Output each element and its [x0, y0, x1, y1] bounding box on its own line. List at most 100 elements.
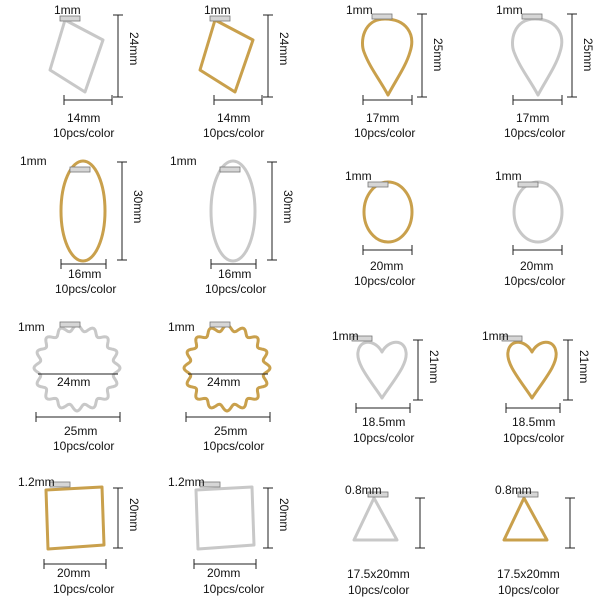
- height-dimension-line: [263, 487, 273, 549]
- frame-drawing: [352, 491, 425, 549]
- frame-drawing: [502, 491, 575, 549]
- width-label: 17mm: [516, 111, 550, 125]
- wire-tab: [521, 13, 543, 20]
- scalloped-round-frame: [32, 323, 122, 413]
- quantity-label: 10pcs/color: [53, 126, 115, 140]
- width-label: 16mm: [218, 267, 252, 281]
- wire-thickness-label: 1mm: [204, 3, 231, 17]
- scalloped-round-frame: [182, 323, 272, 413]
- quantity-label: 10pcs/color: [203, 439, 265, 453]
- height-dimension-line: [117, 161, 127, 261]
- quantity-label: 10pcs/color: [354, 274, 416, 288]
- wire-tab: [69, 166, 91, 173]
- height-dimension-line: [267, 161, 277, 261]
- height-label: 30mm: [281, 190, 295, 224]
- product-cell-teardrop-gold: 1mm 25mm 17mm 10pcs/color: [300, 0, 450, 150]
- wire-tab: [371, 13, 393, 20]
- wire-thickness-label: 1.2mm: [168, 475, 205, 489]
- wire-thickness-label: 1mm: [332, 329, 359, 343]
- height-label: 20mm: [127, 498, 141, 532]
- wire-thickness-label: 1mm: [346, 3, 373, 17]
- frame-drawing: [511, 13, 577, 105]
- height-dimension-line: [563, 339, 573, 401]
- wire-thickness-label: 1mm: [482, 329, 509, 343]
- width-dimension-line: [505, 403, 561, 413]
- wire-thickness-label: 1.2mm: [18, 475, 55, 489]
- height-dimension-line: [567, 13, 577, 98]
- inner-diameter-label: 24mm: [207, 375, 241, 389]
- tall-oval-frame: [59, 159, 107, 263]
- product-cell-oval-tall-gold: 1mm 30mm 16mm 10pcs/color: [0, 150, 150, 300]
- wire-tab: [209, 15, 231, 22]
- quantity-label: 10pcs/color: [354, 126, 416, 140]
- square-frame: [194, 485, 256, 551]
- wire-tab: [209, 321, 231, 328]
- product-cell-heart-gold: 1mm 21mm 18.5mm 10pcs/color: [450, 300, 600, 450]
- quantity-label: 10pcs/color: [504, 274, 566, 288]
- width-label: 18.5mm: [512, 415, 556, 429]
- wire-tab: [501, 335, 523, 342]
- width-dimension-line: [213, 95, 263, 105]
- wire-tab: [59, 15, 81, 22]
- triangle-frame: [352, 496, 399, 542]
- width-dimension-line: [512, 245, 563, 255]
- frame-drawing: [182, 321, 272, 422]
- width-dimension-line: [60, 259, 107, 269]
- width-label: 17mm: [366, 111, 400, 125]
- height-label: 20mm: [277, 498, 291, 532]
- teardrop-frame: [511, 17, 564, 97]
- width-label: 20mm: [520, 259, 554, 273]
- wire-thickness-label: 1mm: [496, 3, 523, 17]
- product-cell-oval-tall-silver: 1mm 30mm 16mm 10pcs/color: [150, 150, 300, 300]
- wire-tab: [517, 491, 539, 498]
- heart-frame: [356, 340, 408, 400]
- heart-frame: [506, 340, 558, 400]
- quantity-label: 10pcs/color: [503, 431, 565, 445]
- wire-tab: [367, 181, 389, 188]
- quantity-label: 10pcs/color: [53, 439, 115, 453]
- frame-drawing: [361, 13, 427, 105]
- width-dimension-line: [43, 559, 107, 569]
- wire-tab: [49, 481, 71, 488]
- height-label: 30mm: [131, 190, 145, 224]
- width-label: 20mm: [207, 566, 241, 580]
- frame-drawing: [43, 481, 123, 569]
- quantity-label: 10pcs/color: [348, 583, 410, 597]
- wire-thickness-label: 1mm: [170, 154, 197, 168]
- frame-drawing: [193, 481, 273, 569]
- product-cell-oval-gold: 1mm 20mm 10pcs/color: [300, 150, 450, 300]
- height-dimension-line: [113, 14, 123, 98]
- width-label: 17.5x20mm: [347, 567, 410, 581]
- quantity-label: 10pcs/color: [498, 583, 560, 597]
- width-label: 14mm: [217, 111, 251, 125]
- width-dimension-line: [185, 412, 271, 422]
- width-dimension-line: [362, 245, 413, 255]
- height-label: 21mm: [577, 350, 591, 384]
- width-label: 20mm: [57, 566, 91, 580]
- product-cell-triangle-silver: 0.8mm 17.5x20mm 10pcs/color: [300, 450, 450, 600]
- frame-drawing: [32, 321, 122, 422]
- width-label: 17.5x20mm: [497, 567, 560, 581]
- width-label: 16mm: [68, 267, 102, 281]
- quantity-label: 10pcs/color: [353, 431, 415, 445]
- product-cell-oval-silver: 1mm 20mm 10pcs/color: [450, 150, 600, 300]
- wire-tab: [219, 166, 241, 173]
- product-cell-flower-silver: 1mm 24mm 25mm 10pcs/color: [0, 300, 150, 453]
- frame-drawing: [351, 335, 423, 413]
- quantity-label: 10pcs/color: [55, 282, 117, 296]
- width-dimension-line: [193, 559, 257, 569]
- width-label: 25mm: [214, 424, 248, 438]
- frame-drawing: [59, 159, 127, 269]
- product-cell-flower-gold: 1mm 24mm 25mm 10pcs/color: [150, 300, 300, 453]
- product-cell-teardrop-silver: 1mm 25mm 17mm 10pcs/color: [450, 0, 600, 150]
- quantity-label: 10pcs/color: [203, 582, 265, 596]
- height-label: 24mm: [127, 32, 141, 66]
- height-label: 21mm: [427, 350, 441, 384]
- oval-frame: [512, 180, 564, 244]
- height-dimension-line: [565, 497, 575, 549]
- wire-tab: [517, 181, 539, 188]
- height-dimension-line: [417, 13, 427, 98]
- wire-thickness-label: 1mm: [18, 320, 45, 334]
- frame-drawing: [512, 180, 564, 255]
